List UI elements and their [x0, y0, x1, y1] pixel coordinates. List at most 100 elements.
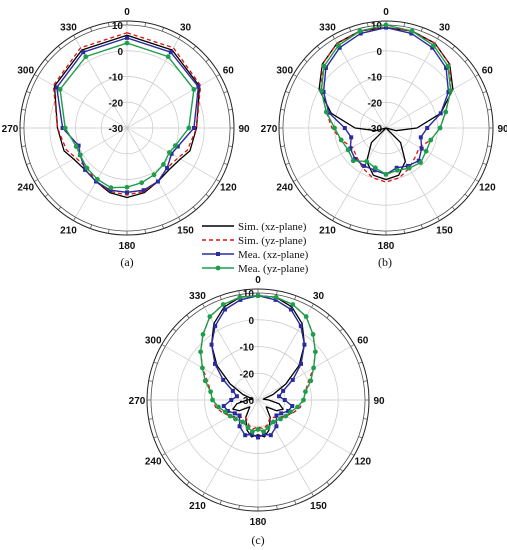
grid-spoke — [75, 127, 128, 218]
angle-tick — [437, 35, 440, 39]
angle-label-150: 150 — [177, 225, 194, 236]
point-mea-yz — [428, 137, 434, 143]
point-mea-yz — [202, 378, 208, 384]
radial-tick-label: -10 — [240, 343, 255, 354]
point-mea-yz — [166, 150, 172, 155]
angle-label-270: 270 — [129, 396, 146, 407]
point-mea-yz — [290, 302, 296, 307]
point-mea-xz — [155, 179, 160, 184]
angle-tick — [153, 361, 158, 364]
angle-tick — [108, 229, 110, 234]
point-mea-xz — [81, 50, 86, 55]
angle-tick — [420, 27, 423, 32]
angle-tick — [349, 224, 352, 229]
point-mea-xz — [337, 45, 342, 50]
point-mea-xz — [243, 433, 248, 438]
series-sim-xz — [318, 26, 454, 181]
angle-tick — [367, 229, 369, 234]
grid-spoke — [385, 76, 476, 129]
point-mea-yz — [383, 22, 389, 28]
point-mea-xz — [168, 50, 173, 55]
angle-label-210: 210 — [189, 501, 206, 512]
point-mea-xz — [282, 398, 287, 402]
point-mea-yz — [250, 429, 255, 435]
angle-tick — [192, 45, 197, 50]
radial-tick-label: -20 — [240, 369, 255, 380]
point-mea-yz — [151, 172, 157, 178]
point-mea-yz — [161, 162, 166, 167]
point-mea-xz — [213, 323, 218, 328]
point-mea-yz — [357, 28, 363, 34]
point-mea-xz — [348, 146, 353, 151]
angle-tick — [363, 380, 368, 382]
point-mea-yz — [394, 167, 400, 173]
angle-label-240: 240 — [17, 183, 34, 194]
point-mea-yz — [200, 365, 205, 371]
angle-tick — [293, 74, 297, 77]
angle-tick — [280, 109, 285, 111]
point-mea-xz — [342, 126, 347, 130]
point-mea-yz — [273, 294, 279, 300]
angle-label-180: 180 — [378, 241, 395, 252]
point-mea-yz — [222, 409, 228, 415]
series-sim-xz — [53, 34, 201, 199]
angle-label-240: 240 — [276, 183, 293, 194]
point-mea-xz — [446, 89, 451, 94]
angle-tick — [420, 224, 423, 229]
angle-tick — [161, 344, 166, 347]
radial-tick-label: 0 — [117, 47, 123, 58]
series-mea-yz — [318, 22, 454, 177]
angle-tick — [349, 27, 352, 32]
grid-spoke — [296, 127, 387, 180]
point-mea-xz — [237, 413, 242, 418]
angle-tick — [73, 217, 76, 221]
angle-tick — [153, 436, 158, 439]
angle-label-330: 330 — [60, 23, 77, 34]
angle-tick — [339, 328, 344, 332]
angle-tick — [311, 492, 314, 497]
point-mea-xz — [326, 110, 331, 115]
point-mea-xz — [299, 361, 304, 366]
point-mea-yz — [255, 427, 261, 432]
angle-tick — [311, 303, 314, 308]
legend-label-sim-yz: Sim. (yz-plane) — [238, 235, 307, 247]
point-mea-yz — [332, 125, 337, 131]
angle-tick — [144, 229, 146, 234]
point-mea-yz — [308, 378, 314, 384]
angle-tick — [475, 179, 479, 182]
point-mea-xz — [125, 35, 129, 40]
radial-tick-label: -20 — [109, 98, 124, 109]
angle-tick — [238, 290, 240, 295]
point-mea-xz — [249, 432, 254, 437]
point-mea-yz — [62, 125, 68, 131]
angle-tick — [172, 328, 177, 332]
angle-tick — [90, 224, 93, 229]
angle-tick — [108, 22, 110, 27]
angle-tick — [350, 453, 355, 456]
point-mea-yz — [312, 349, 318, 355]
grid-spoke — [385, 38, 438, 129]
grid-spoke — [37, 127, 128, 180]
angle-label-300: 300 — [145, 336, 162, 347]
point-mea-yz — [255, 293, 261, 299]
angle-tick — [228, 109, 233, 111]
angle-tick — [363, 418, 368, 420]
angle-label-60: 60 — [482, 66, 494, 77]
series-mea-xz — [209, 293, 307, 440]
point-mea-xz — [416, 158, 421, 163]
angle-label-120: 120 — [220, 183, 237, 194]
point-mea-xz — [321, 89, 326, 94]
point-mea-xz — [362, 163, 367, 168]
radial-tick-label: 10 — [243, 289, 255, 300]
angle-tick — [403, 22, 405, 27]
point-mea-xz — [323, 65, 328, 70]
angle-label-90: 90 — [373, 396, 385, 407]
point-mea-yz — [139, 180, 145, 186]
point-mea-yz — [372, 165, 378, 171]
point-mea-xz — [165, 166, 170, 171]
angle-tick — [21, 109, 26, 111]
angle-tick — [339, 468, 344, 472]
radial-tick-label: 0 — [376, 47, 382, 58]
point-mea-xz — [279, 411, 284, 416]
angle-tick — [482, 91, 487, 94]
